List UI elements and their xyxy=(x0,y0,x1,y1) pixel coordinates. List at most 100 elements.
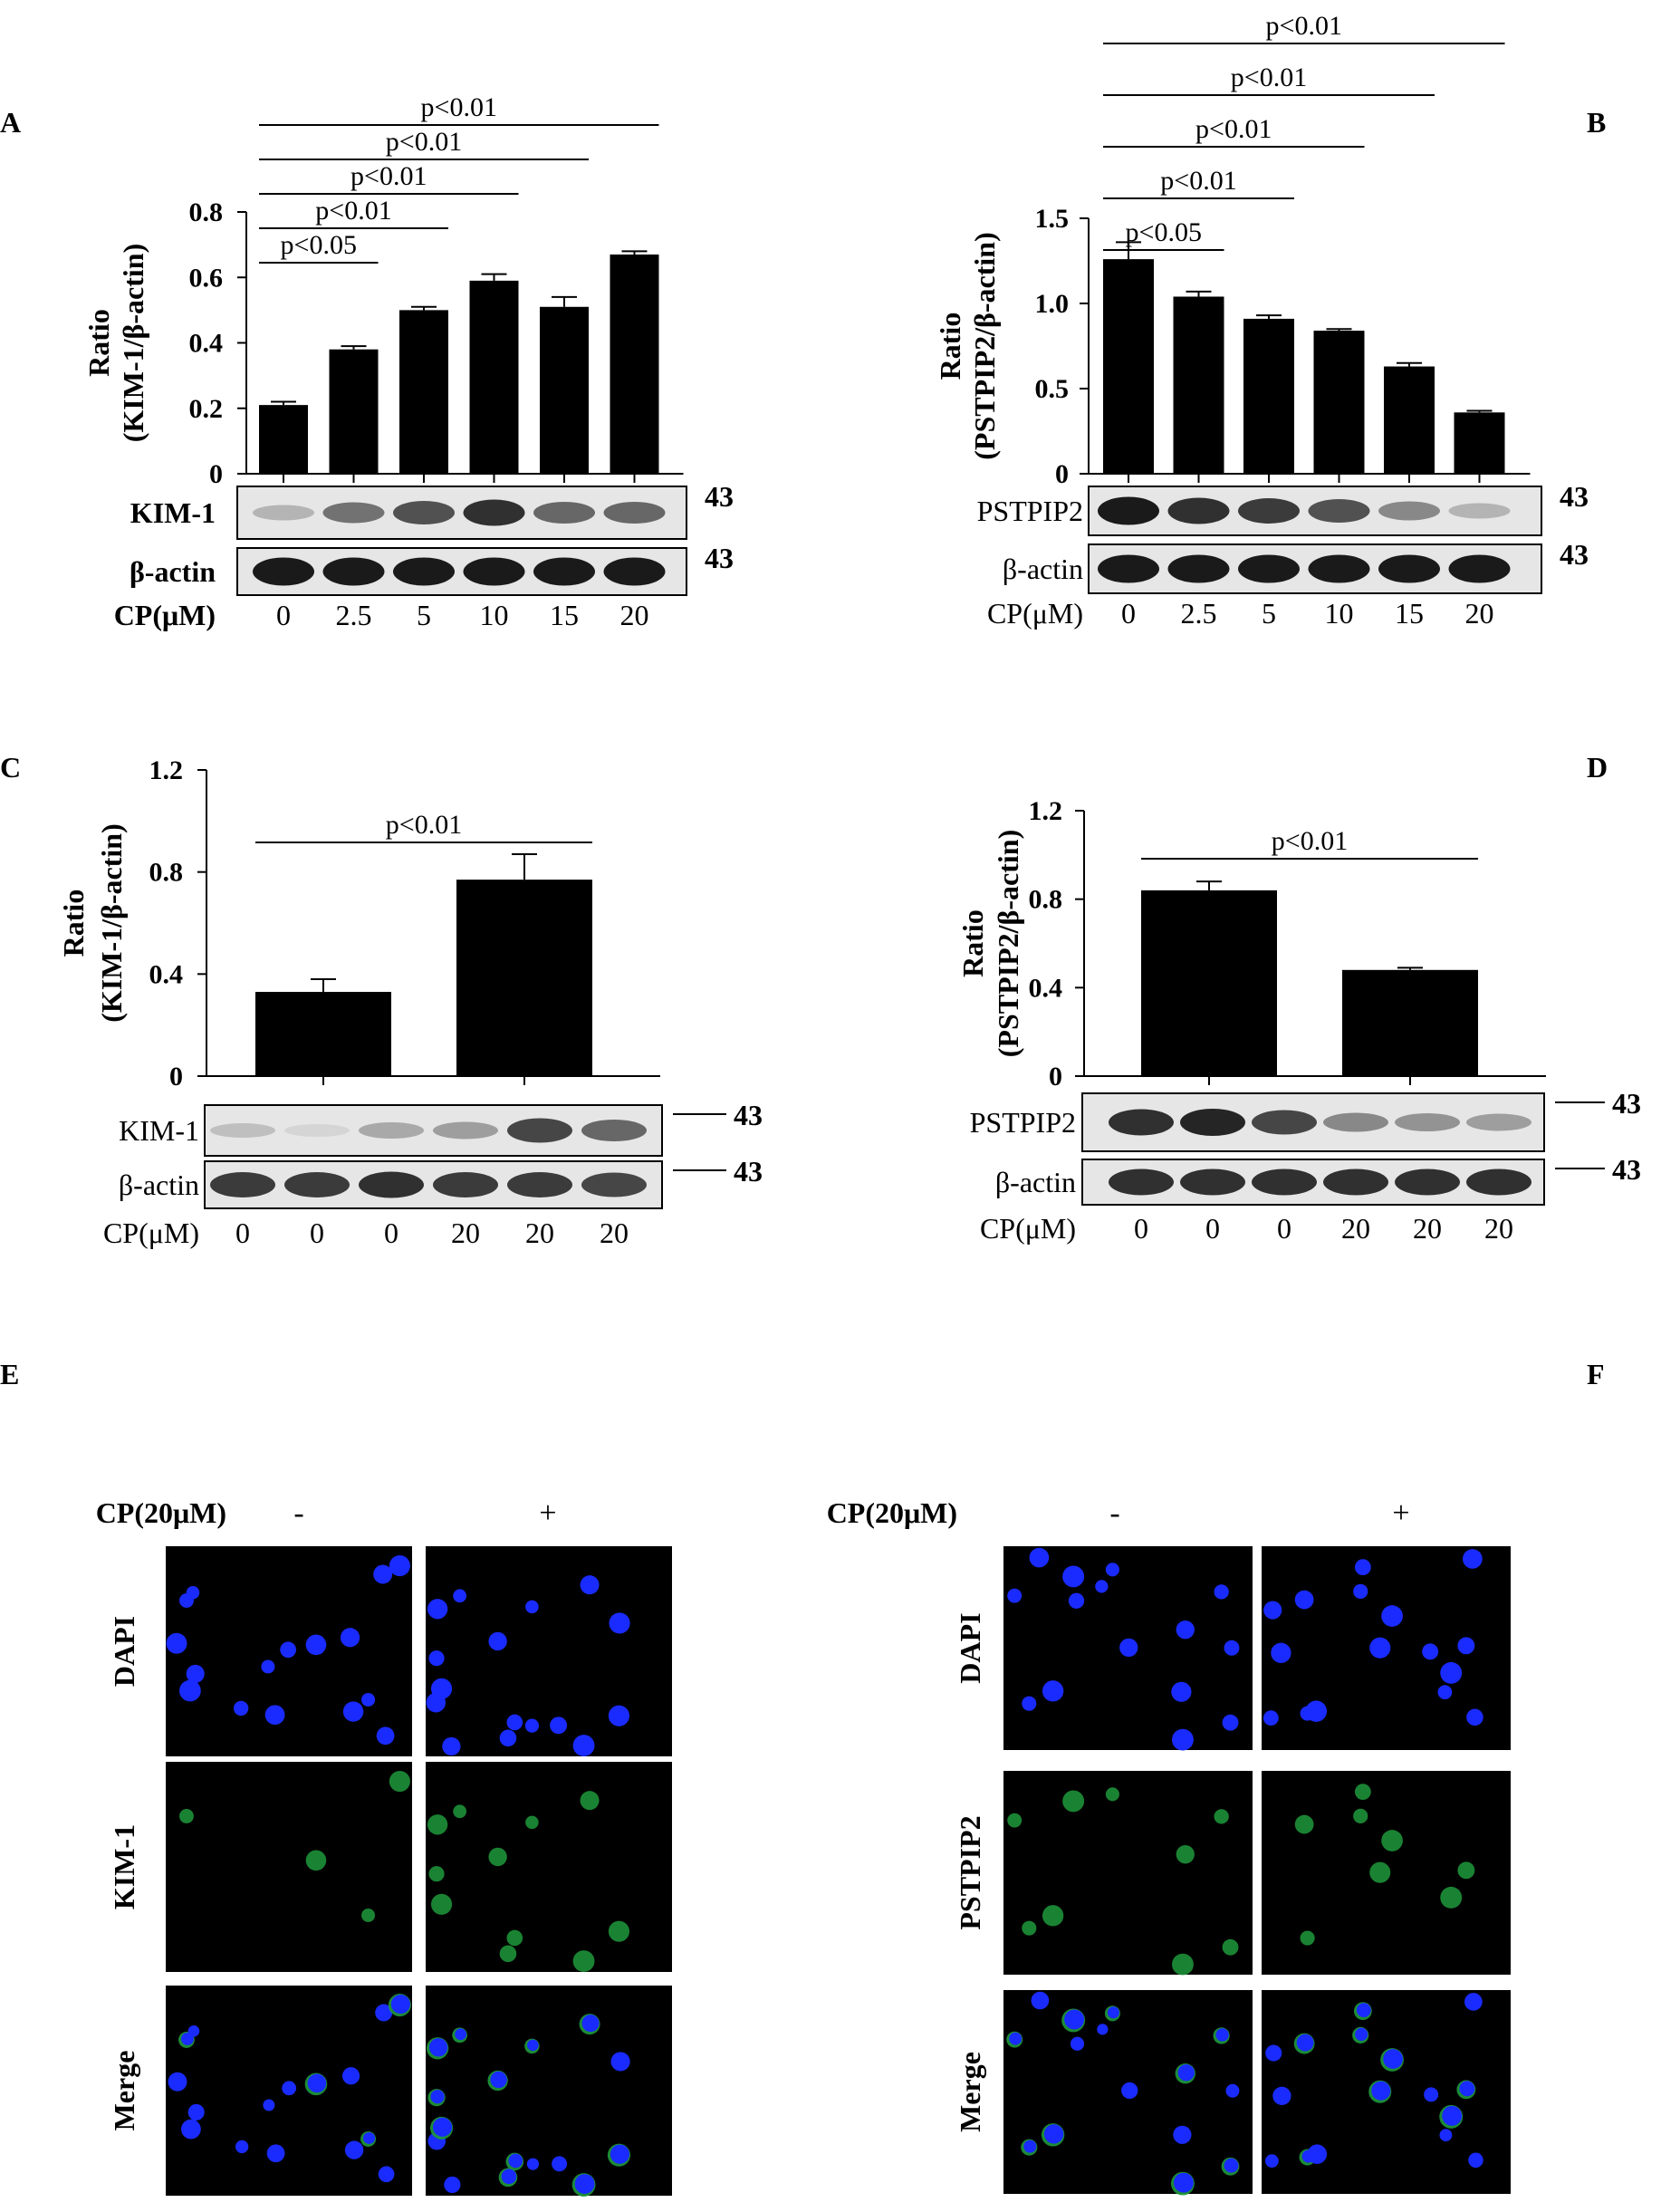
x-axis-label: CP(μM) xyxy=(114,599,216,631)
nucleus-dapi xyxy=(427,1599,448,1620)
blot-band xyxy=(1238,498,1300,524)
y-axis-label: Ratio xyxy=(934,313,966,380)
y-axis-label: Ratio xyxy=(57,890,90,957)
blot-label: β-actin xyxy=(130,555,216,588)
merge-nucleus xyxy=(307,2073,327,2093)
bar xyxy=(1342,969,1478,1076)
stained-cell xyxy=(1007,1813,1023,1828)
y-axis-label: Ratio xyxy=(956,909,989,977)
x-tick-label: 15 xyxy=(1395,597,1424,630)
bar xyxy=(456,880,592,1076)
micrograph-image xyxy=(426,1986,672,2196)
x-tick-label: 2.5 xyxy=(336,599,372,631)
micrograph-image xyxy=(1003,1771,1253,1975)
merge-nucleus xyxy=(1070,2036,1085,2051)
merge-nucleus xyxy=(1371,2081,1391,2101)
bar xyxy=(255,992,391,1076)
merge-nucleus xyxy=(235,2140,249,2154)
blot-band xyxy=(1378,554,1440,583)
stained-cell xyxy=(1294,1814,1314,1834)
significance-label: p<0.05 xyxy=(1126,217,1202,247)
nucleus-dapi xyxy=(430,1678,453,1699)
stained-cell xyxy=(179,1809,194,1823)
nucleus-dapi xyxy=(1437,1685,1453,1700)
merge-nucleus xyxy=(1173,2125,1192,2144)
stained-cell xyxy=(1172,1953,1194,1976)
blot-band xyxy=(463,499,525,526)
nucleus-dapi xyxy=(1422,1643,1439,1660)
merge-nucleus xyxy=(1296,2034,1314,2052)
bar xyxy=(1103,259,1154,474)
merge-nucleus xyxy=(375,2004,393,2022)
blot-band xyxy=(1252,1110,1317,1135)
bar xyxy=(259,405,308,474)
significance-label: p<0.01 xyxy=(1266,11,1342,41)
blot-band xyxy=(1238,554,1300,583)
stained-cell xyxy=(1222,1938,1239,1956)
blot-band xyxy=(533,502,595,524)
micrograph-image xyxy=(426,1762,672,1972)
blot-band xyxy=(393,557,455,586)
merge-nucleus xyxy=(181,2033,194,2045)
nucleus-dapi xyxy=(1353,1583,1368,1599)
x-tick-label: 20 xyxy=(451,1217,480,1249)
merge-nucleus xyxy=(1442,2105,1463,2126)
stained-cell xyxy=(572,1950,595,1972)
stained-cell xyxy=(1369,1861,1391,1883)
nucleus-dapi xyxy=(373,1564,393,1584)
merge-nucleus xyxy=(181,2119,201,2140)
stained-cell xyxy=(427,1814,448,1835)
y-axis-label-sub: (KIM-1/β-actin) xyxy=(117,244,149,442)
chart-b: 0 0.5 1.0 1.5 Ratio (PSTPIP2/β-actin) p<0.05 p<… xyxy=(934,11,1589,630)
nucleus-dapi xyxy=(1457,1637,1475,1655)
merge-nucleus xyxy=(1121,2082,1138,2100)
stained-cell xyxy=(499,1945,517,1963)
merge-nucleus xyxy=(581,2015,600,2033)
blot-label: PSTPIP2 xyxy=(977,495,1083,527)
merge-nucleus xyxy=(344,2140,364,2159)
x-tick-label: 0 xyxy=(1121,597,1136,630)
significance-label: p<0.01 xyxy=(1231,63,1307,92)
merge-nucleus xyxy=(1215,2028,1229,2042)
nucleus-dapi xyxy=(1119,1638,1138,1658)
panel-letter-e: E xyxy=(0,1358,19,1390)
stained-cell xyxy=(506,1929,523,1947)
stained-cell xyxy=(488,1847,507,1867)
nucleus-dapi xyxy=(608,1705,630,1726)
y-tick-label: 0.4 xyxy=(189,329,224,359)
nucleus-dapi xyxy=(524,1718,540,1733)
stain-row-label: DAPI xyxy=(954,1612,986,1683)
stained-cell xyxy=(389,1771,410,1793)
merge-nucleus xyxy=(430,2090,445,2104)
merge-nucleus xyxy=(428,2038,448,2057)
nucleus-dapi xyxy=(1222,1714,1239,1731)
x-tick-label: 0 xyxy=(1277,1212,1291,1245)
merge-nucleus xyxy=(574,2174,595,2194)
stained-cell xyxy=(1062,1790,1085,1813)
bar xyxy=(399,310,448,474)
y-axis-label-sub: (PSTPIP2/β-actin) xyxy=(968,232,1001,460)
blot-band xyxy=(603,502,666,524)
blot-band xyxy=(1323,1112,1388,1132)
nucleus-dapi xyxy=(1105,1563,1119,1577)
stained-cell xyxy=(305,1850,327,1871)
x-tick-label: 0 xyxy=(1134,1212,1148,1245)
stain-row-label: DAPI xyxy=(108,1616,140,1687)
nucleus-dapi xyxy=(499,1729,517,1747)
marker-label: 43 xyxy=(1560,538,1589,571)
blot-band xyxy=(1252,1169,1317,1196)
blot-band xyxy=(253,557,314,586)
stained-cell xyxy=(608,1920,630,1942)
y-tick-label: 0 xyxy=(1055,459,1069,489)
panel-letter-f: F xyxy=(1587,1358,1605,1390)
y-axis-label-sub: (KIM-1/β-actin) xyxy=(95,823,128,1022)
merge-nucleus xyxy=(490,2071,507,2089)
significance-label: p<0.05 xyxy=(281,230,357,260)
panel-letter-a: A xyxy=(0,106,21,139)
merge-nucleus xyxy=(1383,2049,1403,2069)
blot-band xyxy=(393,501,455,524)
y-tick-label: 1.5 xyxy=(1035,204,1070,234)
blot-band xyxy=(1466,1113,1531,1131)
blot-band xyxy=(1378,501,1440,521)
stain-row-label: Merge xyxy=(954,2052,986,2132)
